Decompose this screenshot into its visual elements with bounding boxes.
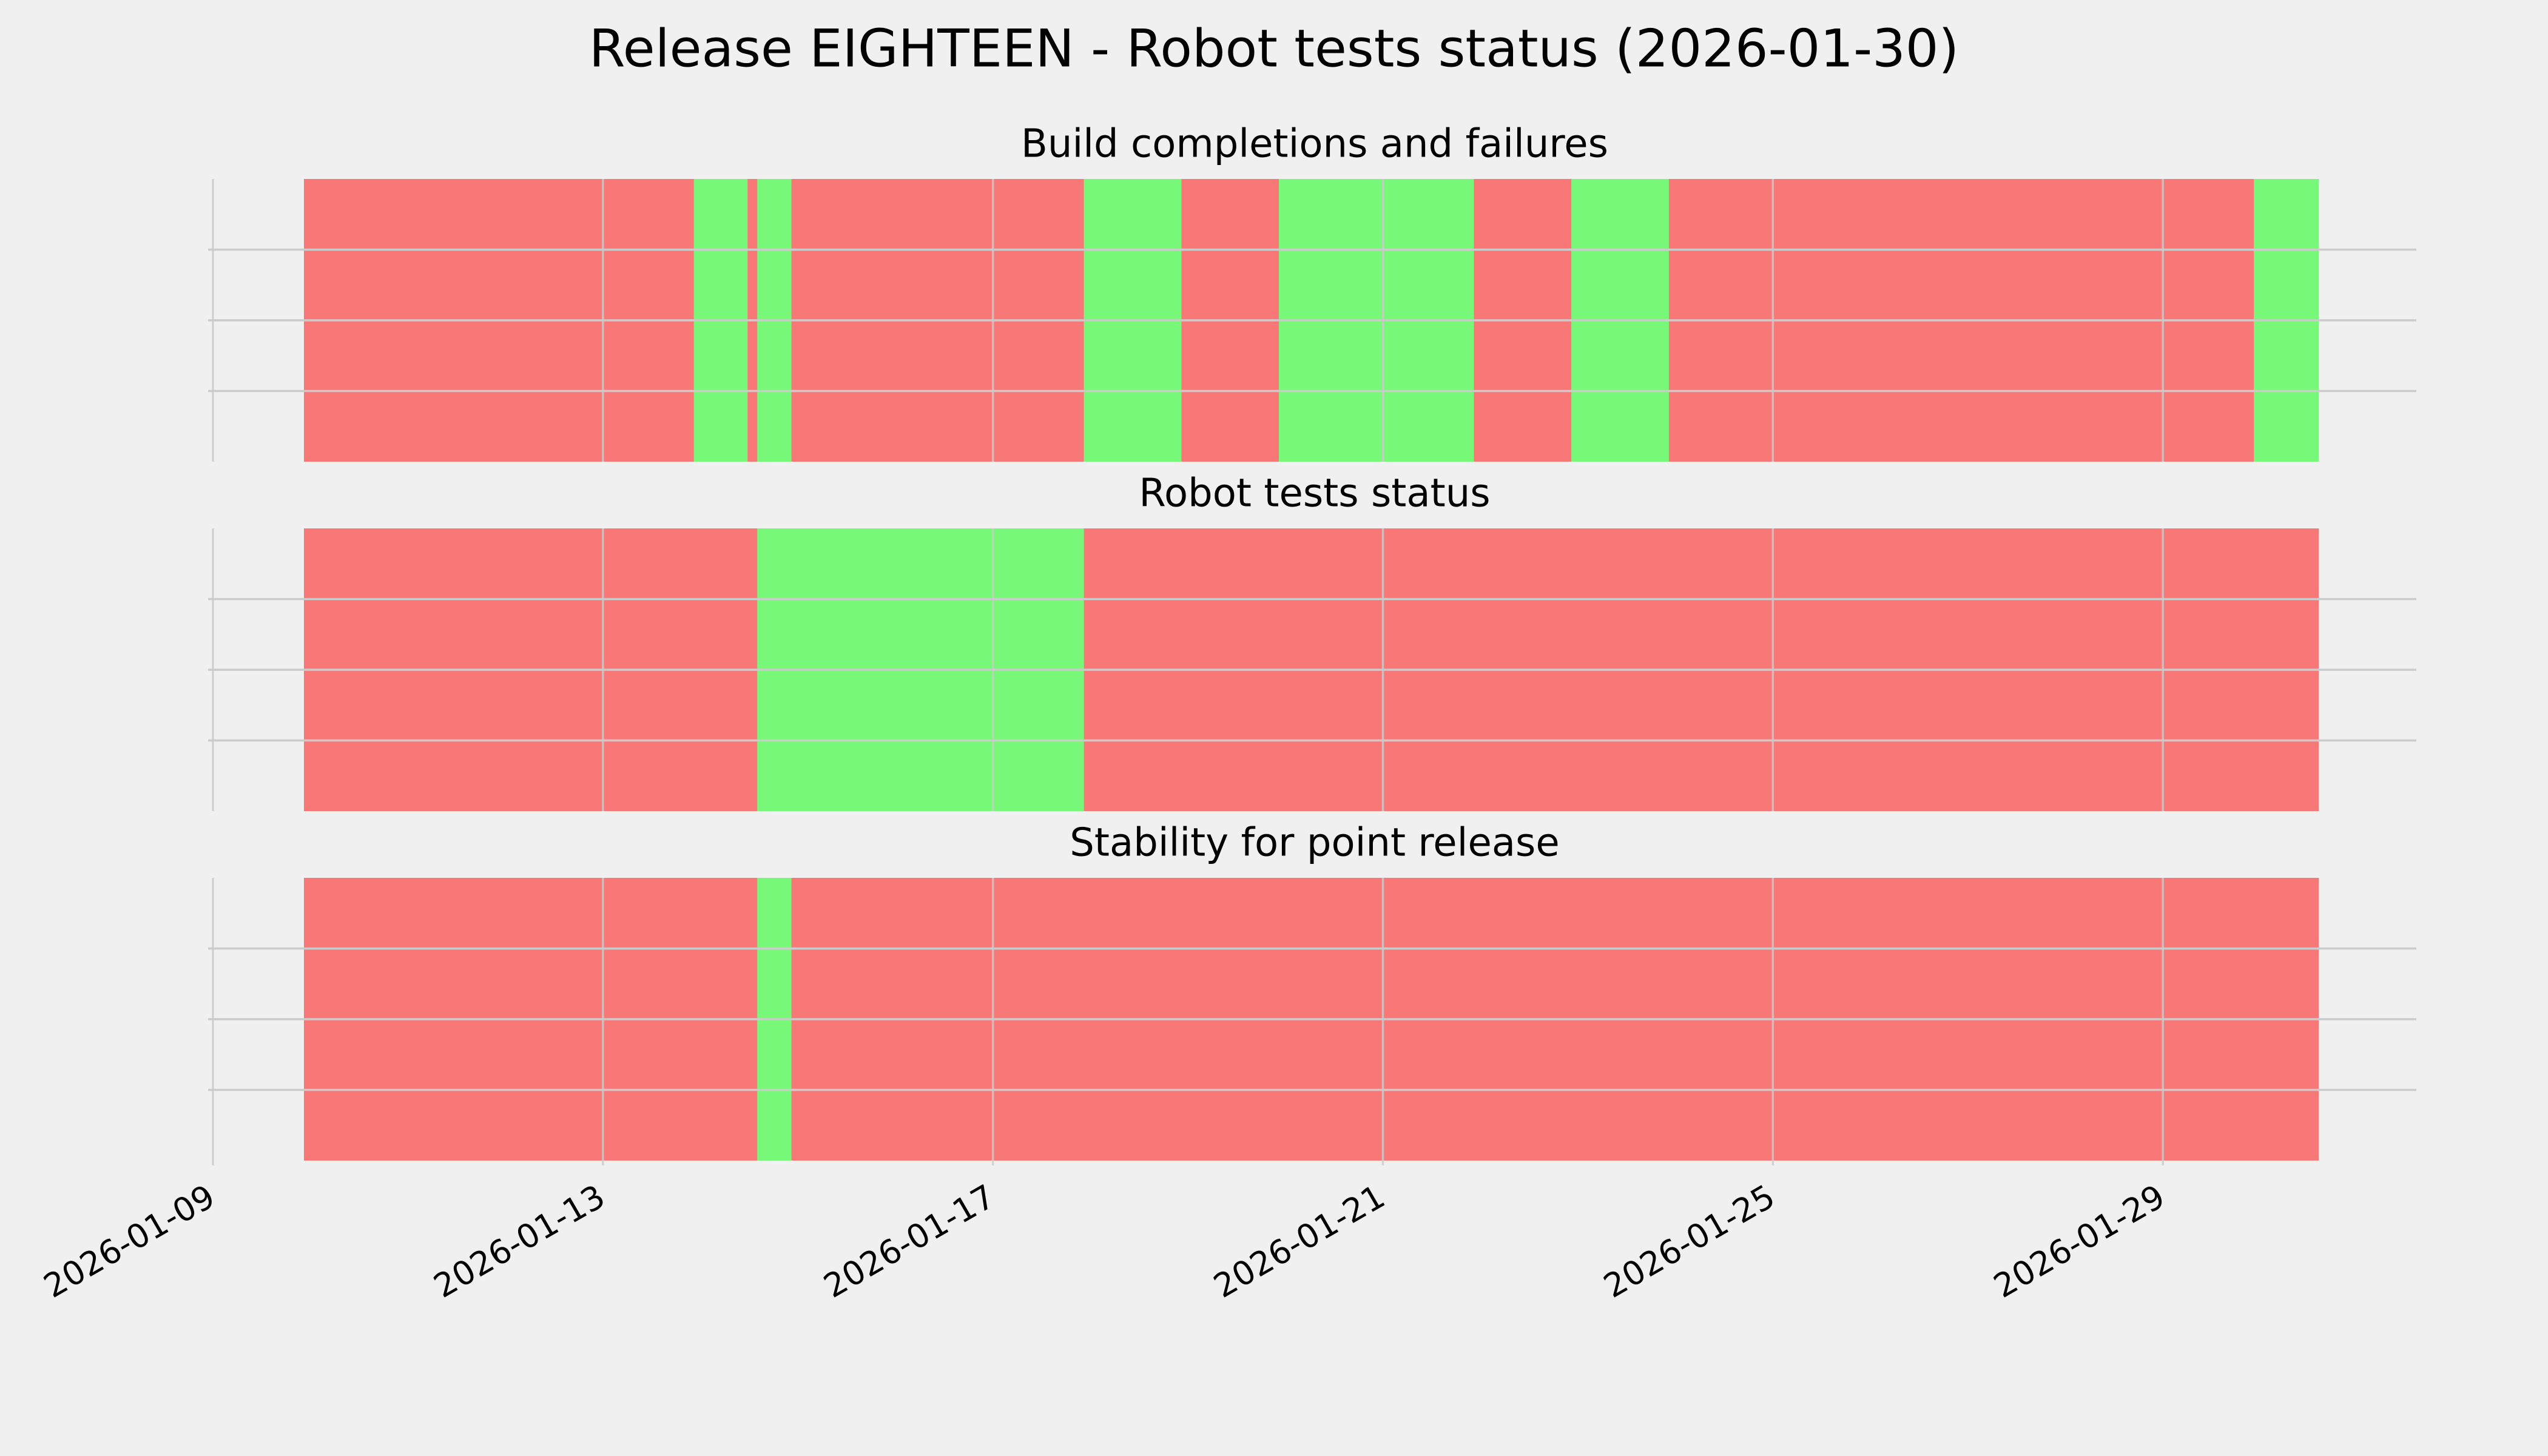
panel-title: Robot tests status — [1139, 471, 1490, 516]
chart-title: Release EIGHTEEN - Robot tests status (2… — [589, 18, 1959, 79]
panel-title: Stability for point release — [1070, 821, 1560, 866]
panel-title: Build completions and failures — [1021, 122, 1608, 167]
